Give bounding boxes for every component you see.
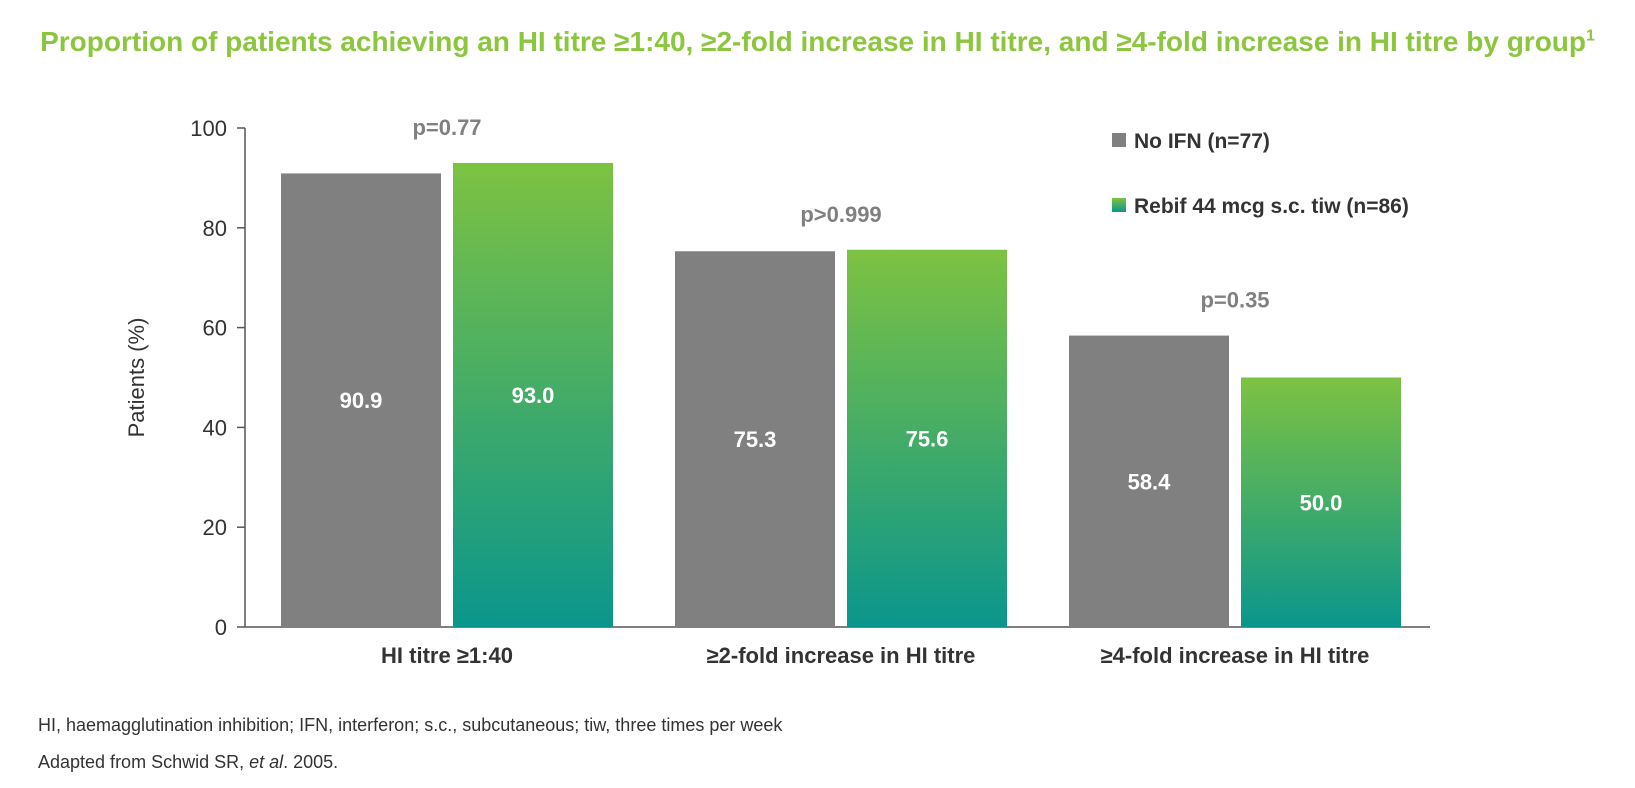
y-tick-label: 100: [190, 116, 227, 141]
bar-rebif-2: [847, 249, 1007, 628]
p-value-label: p=0.35: [1200, 288, 1269, 313]
source-footnote: Adapted from Schwid SR, et al. 2005.: [38, 752, 338, 773]
p-value-label: p=0.77: [412, 115, 481, 140]
legend-label-rebif: Rebif 44 mcg s.c. tiw (n=86): [1134, 195, 1409, 218]
legend-swatch-rebif: [1112, 198, 1126, 212]
bar-chart: 0 20 40 60 80 100 Patients (%) 90.9 93.0 p=0.77 H…: [124, 115, 1430, 668]
source-prefix: Adapted from Schwid SR,: [38, 752, 250, 772]
chart-title: Proportion of patients achieving an HI t…: [0, 26, 1635, 58]
bar-rebif-3: [1241, 377, 1401, 627]
bar-no-ifn-1: [281, 173, 441, 627]
title-reference-superscript: 1: [1586, 27, 1595, 45]
bar-value-label: 58.4: [1128, 469, 1172, 494]
bar-no-ifn-2: [675, 251, 835, 628]
bar-value-label: 90.9: [340, 388, 383, 413]
source-suffix: . 2005.: [283, 752, 339, 772]
x-tick-label: ≥4-fold increase in HI titre: [1101, 643, 1370, 668]
bar-value-label: 93.0: [512, 383, 555, 408]
y-tick-label: 40: [203, 415, 227, 440]
legend-label-no-ifn: No IFN (n=77): [1134, 130, 1270, 153]
y-tick-label: 20: [203, 515, 227, 540]
y-tick-label: 80: [203, 216, 227, 241]
source-italic: et al: [249, 752, 284, 772]
axes: 0 20 40 60 80 100 Patients (%): [124, 116, 1430, 640]
x-tick-label: HI titre ≥1:40: [381, 643, 513, 668]
chart-title-text: Proportion of patients achieving an HI t…: [40, 26, 1586, 57]
bar-no-ifn-3: [1069, 335, 1229, 627]
x-tick-label: ≥2-fold increase in HI titre: [707, 643, 976, 668]
bar-value-label: 75.3: [734, 427, 777, 452]
bar-rebif-1: [453, 162, 613, 627]
y-axis-title: Patients (%): [124, 318, 149, 438]
y-tick-label: 0: [215, 615, 227, 640]
labels: 90.9 93.0 p=0.77 HI titre ≥1:40 75.3 75.6 p>0.…: [340, 115, 1370, 668]
bars: [281, 162, 1401, 628]
abbreviations-footnote: HI, haemagglutination inhibition; IFN, i…: [38, 715, 783, 735]
bar-value-label: 75.6: [906, 426, 949, 451]
p-value-label: p>0.999: [800, 202, 881, 227]
legend-swatch-no-ifn: [1112, 133, 1126, 147]
bar-value-label: 50.0: [1300, 490, 1343, 515]
legend: No IFN (n=77) Rebif 44 mcg s.c. tiw (n=86…: [1112, 130, 1409, 218]
y-tick-label: 60: [203, 316, 227, 341]
